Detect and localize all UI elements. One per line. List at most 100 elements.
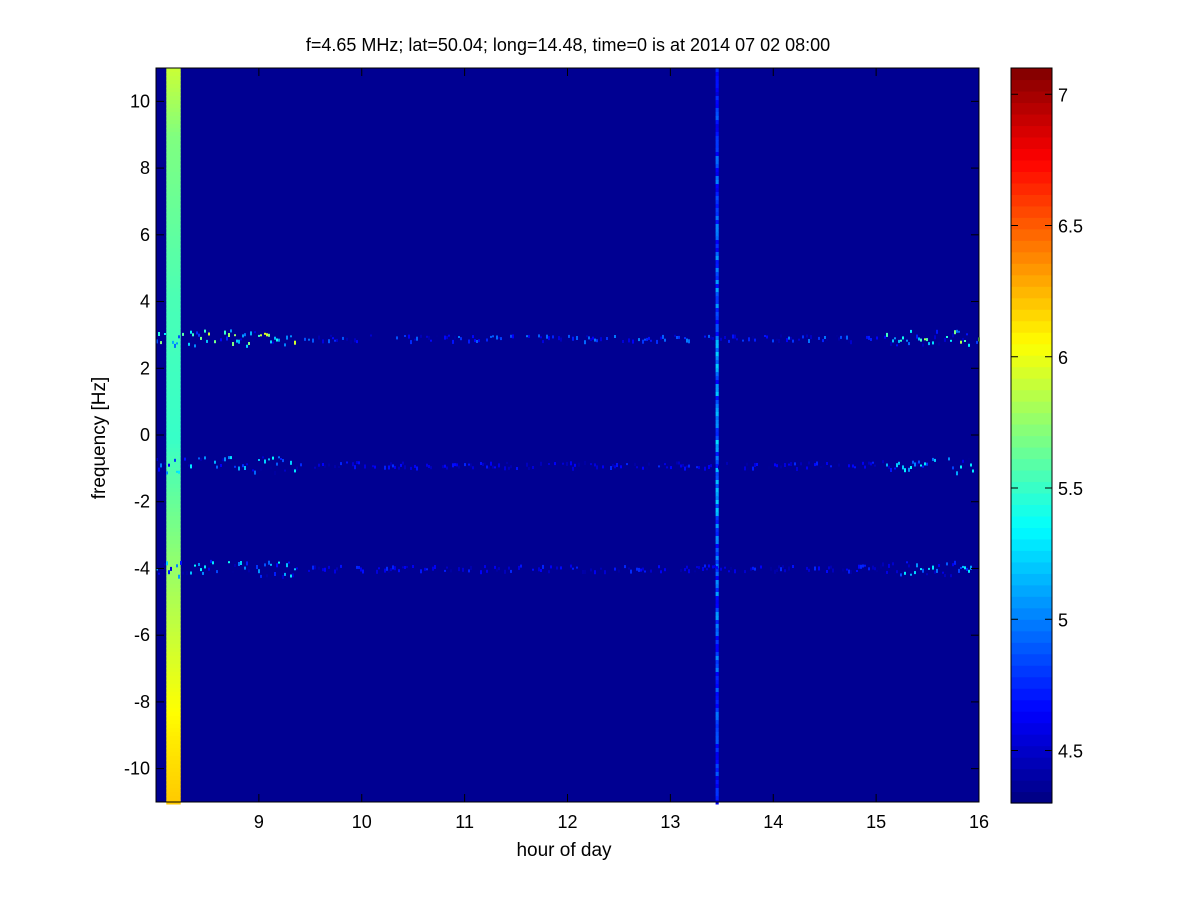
band-0-cell bbox=[166, 140, 180, 145]
band-0-cell bbox=[166, 696, 180, 701]
trace-2-cell bbox=[956, 563, 958, 565]
colorbar-step bbox=[1011, 619, 1052, 631]
trace-2-cell bbox=[278, 562, 280, 564]
band-1-cell bbox=[716, 732, 719, 737]
y-tick-label: -4 bbox=[134, 558, 150, 578]
band-0-cell bbox=[166, 100, 180, 105]
trace-2-cell bbox=[600, 568, 602, 570]
band-1-cell bbox=[716, 428, 719, 433]
band-1-cell bbox=[716, 648, 719, 653]
colorbar-step bbox=[1011, 229, 1052, 241]
trace-0-cell bbox=[870, 338, 872, 341]
trace-0-cell bbox=[334, 340, 336, 342]
trace-1-cell bbox=[868, 462, 870, 465]
trace-0-cell bbox=[934, 335, 936, 339]
band-1-cell bbox=[716, 596, 719, 601]
trace-1-cell bbox=[216, 466, 218, 469]
colorbar-step bbox=[1011, 125, 1052, 137]
trace-1-cell bbox=[392, 464, 394, 467]
band-0-cell bbox=[166, 380, 180, 385]
trace-1-cell bbox=[480, 462, 482, 465]
band-0-cell bbox=[166, 720, 180, 725]
band-0-cell bbox=[166, 760, 180, 765]
trace-1-cell bbox=[356, 461, 358, 464]
trace-1-cell bbox=[620, 465, 622, 468]
band-1-cell bbox=[716, 780, 719, 785]
trace-2-cell bbox=[340, 565, 342, 568]
band-1-cell bbox=[716, 244, 719, 249]
trace-1-cell bbox=[200, 458, 202, 461]
colorbar-step bbox=[1011, 769, 1052, 781]
band-1-cell bbox=[716, 268, 719, 273]
colorbar-step bbox=[1011, 585, 1052, 597]
trace-2-cell bbox=[806, 567, 808, 570]
band-1-cell bbox=[716, 484, 719, 489]
trace-1-cell bbox=[896, 463, 898, 467]
colorbar-step bbox=[1011, 516, 1052, 528]
trace-1-cell bbox=[358, 461, 360, 464]
trace-2-cell bbox=[282, 575, 284, 579]
trace-2-cell bbox=[770, 567, 772, 571]
band-0-cell bbox=[166, 524, 180, 529]
trace-1-cell bbox=[918, 461, 920, 464]
trace-2-cell bbox=[860, 565, 862, 569]
band-1-cell bbox=[716, 480, 719, 485]
trace-0-cell bbox=[572, 337, 574, 341]
band-1-cell bbox=[716, 212, 719, 217]
colorbar-step bbox=[1011, 114, 1052, 126]
trace-0-cell bbox=[678, 336, 680, 339]
band-1-cell bbox=[716, 748, 719, 753]
band-1-cell bbox=[716, 492, 719, 497]
trace-2-cell bbox=[958, 569, 960, 573]
band-1-cell bbox=[716, 132, 719, 137]
band-0-cell bbox=[166, 516, 180, 521]
band-1-cell bbox=[716, 628, 719, 633]
y-tick-label: 2 bbox=[140, 358, 150, 378]
trace-1-cell bbox=[398, 467, 400, 470]
band-1-cell bbox=[716, 68, 719, 73]
trace-1-cell bbox=[872, 462, 874, 464]
band-1-cell bbox=[716, 296, 719, 301]
band-0-cell bbox=[166, 672, 180, 677]
trace-1-cell bbox=[590, 463, 592, 465]
trace-1-cell bbox=[262, 456, 264, 458]
band-1-cell bbox=[716, 236, 719, 241]
trace-0-cell bbox=[660, 337, 662, 340]
trace-1-cell bbox=[482, 463, 484, 466]
trace-0-cell bbox=[176, 342, 178, 344]
trace-1-cell bbox=[548, 463, 550, 465]
trace-0-cell bbox=[500, 337, 502, 340]
trace-2-cell bbox=[182, 572, 184, 575]
trace-2-cell bbox=[618, 570, 620, 573]
band-0-cell bbox=[166, 784, 180, 789]
trace-0-cell bbox=[200, 337, 202, 340]
trace-0-cell bbox=[454, 336, 456, 340]
band-1-cell bbox=[716, 160, 719, 165]
trace-0-cell bbox=[278, 339, 280, 342]
trace-2-cell bbox=[714, 565, 716, 568]
band-1-cell bbox=[716, 376, 719, 381]
band-0-cell bbox=[166, 656, 180, 661]
trace-2-cell bbox=[954, 561, 956, 565]
trace-1-cell bbox=[444, 465, 446, 468]
band-0-cell bbox=[166, 608, 180, 613]
trace-0-cell bbox=[928, 342, 930, 345]
band-1-cell bbox=[716, 284, 719, 289]
colorbar-step bbox=[1011, 160, 1052, 172]
trace-0-cell bbox=[426, 336, 428, 338]
trace-0-cell bbox=[924, 338, 926, 340]
trace-2-cell bbox=[286, 563, 288, 567]
band-1-cell bbox=[716, 188, 719, 193]
trace-0-cell bbox=[910, 330, 912, 333]
trace-2-cell bbox=[792, 565, 794, 568]
band-1-cell bbox=[716, 728, 719, 733]
trace-1-cell bbox=[808, 461, 810, 464]
band-1-cell bbox=[716, 360, 719, 365]
trace-0-cell bbox=[728, 340, 730, 343]
trace-2-cell bbox=[572, 568, 574, 570]
band-0-cell bbox=[166, 764, 180, 769]
trace-2-cell bbox=[550, 565, 552, 568]
band-1-cell bbox=[716, 640, 719, 645]
trace-0-cell bbox=[956, 330, 958, 333]
